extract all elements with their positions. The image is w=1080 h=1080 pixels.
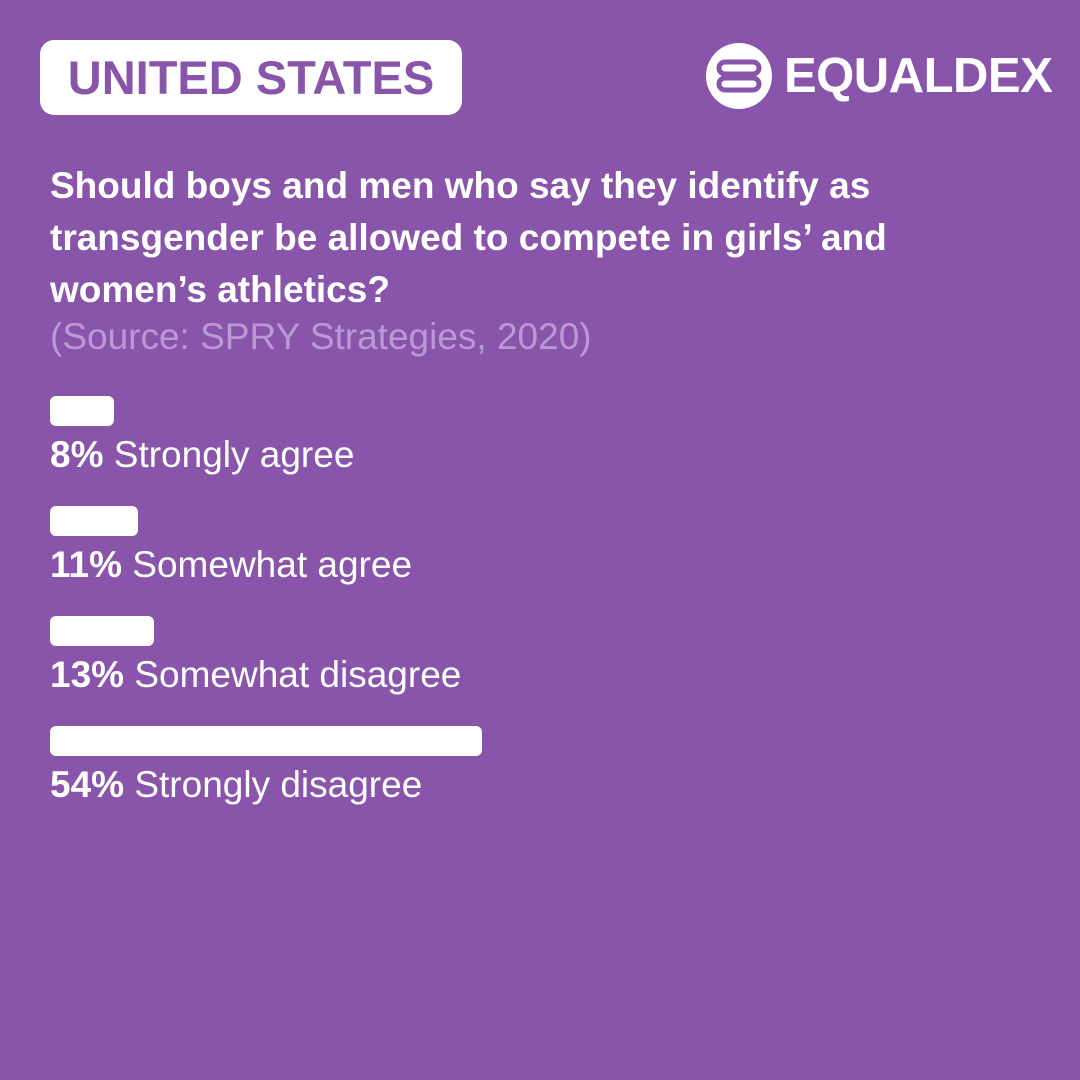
poll-source: (Source: SPRY Strategies, 2020) [50,316,592,357]
equaldex-logo: EQUALDEX [706,43,1053,109]
brand-name: EQUALDEX [784,49,1053,103]
bar-label: 13% Somewhat disagree [50,652,461,698]
bar [50,616,154,646]
equaldex-logo-icon [706,43,772,109]
bar-row: 8% Strongly agree [50,396,1010,506]
bar [50,396,114,426]
bar-value-label: 54% [50,764,125,805]
bar-label: 11% Somewhat agree [50,542,412,588]
bar-category-label: Somewhat agree [132,544,413,585]
bar-row: 11% Somewhat agree [50,506,1010,616]
country-badge: UNITED STATES [40,40,462,115]
bar-label: 54% Strongly disagree [50,762,422,808]
bar-category-label: Somewhat disagree [134,654,462,695]
bar [50,726,482,756]
bar-value-label: 8% [50,434,104,475]
bar-row: 54% Strongly disagree [50,726,1010,836]
bar-category-label: Strongly disagree [134,764,423,805]
poll-question: Should boys and men who say they identif… [50,165,887,310]
bar-value-label: 11% [50,544,123,585]
bar-category-label: Strongly agree [113,434,355,475]
bar-value-label: 13% [50,654,125,695]
bar [50,506,138,536]
response-bar-chart: 8% Strongly agree 11% Somewhat agree 13% S… [50,396,1010,836]
bar-row: 13% Somewhat disagree [50,616,1010,726]
bar-label: 8% Strongly agree [50,432,354,478]
country-label: UNITED STATES [67,51,435,104]
